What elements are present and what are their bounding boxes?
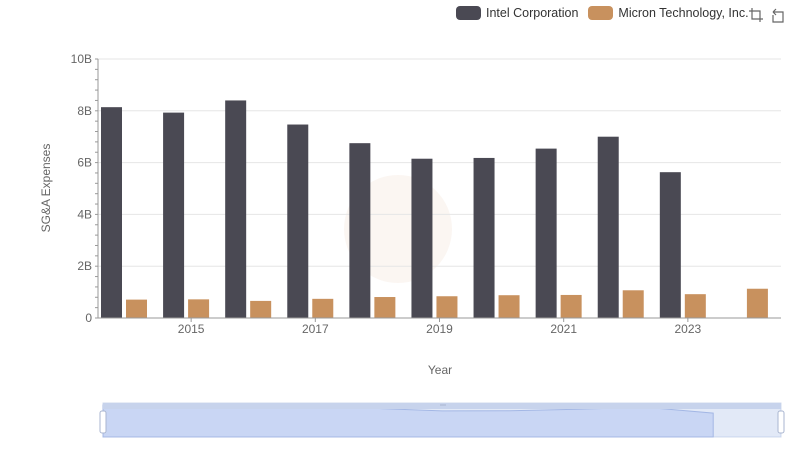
- legend: Intel Corporation Micron Technology, Inc…: [456, 4, 759, 22]
- y-tick-label: 4B: [77, 207, 92, 221]
- restore-icon[interactable]: [770, 7, 786, 23]
- bar-intel: [473, 157, 495, 318]
- bar-intel: [225, 100, 247, 318]
- bar-micron: [622, 290, 644, 318]
- legend-swatch-micron: [588, 6, 614, 20]
- bar-intel: [101, 107, 122, 318]
- bar-micron: [188, 299, 210, 318]
- x-tick-label: 2015: [178, 322, 205, 336]
- bar-micron: [312, 298, 334, 318]
- bar-micron: [684, 294, 706, 318]
- y-tick-label: 8B: [77, 104, 92, 118]
- legend-item-micron[interactable]: Micron Technology, Inc.: [588, 6, 749, 20]
- legend-item-intel[interactable]: Intel Corporation: [456, 6, 578, 20]
- bar-micron: [436, 296, 458, 318]
- datazoom-handle-left: [99, 410, 107, 434]
- x-axis-label: Year: [428, 363, 452, 377]
- legend-label-micron: Micron Technology, Inc.: [618, 6, 749, 20]
- x-tick-label: 2021: [550, 322, 577, 336]
- datazoom-top-bar: [103, 403, 781, 409]
- axes: 0 2B 4B 6B 8B 10B 2015 2017 2019 2021 2023: [71, 52, 781, 336]
- datazoom-selection: [103, 403, 781, 437]
- toolbox: [748, 7, 792, 23]
- bar-micron: [250, 300, 272, 318]
- bar-intel: [287, 124, 309, 318]
- bar-micron: [746, 288, 768, 318]
- bar-intel: [597, 136, 619, 318]
- bar-intel: [163, 112, 185, 318]
- x-tick-label: 2019: [426, 322, 453, 336]
- bar-micron: [374, 297, 396, 318]
- y-tick-label: 6B: [77, 156, 92, 170]
- bar-micron: [498, 295, 520, 318]
- legend-swatch-intel: [456, 6, 481, 20]
- y-tick-label: 0: [85, 311, 92, 325]
- y-tick-label: 2B: [77, 259, 92, 273]
- bar-intel: [535, 148, 557, 318]
- datazoom-handle-right: [777, 410, 785, 434]
- bar-micron: [560, 294, 582, 318]
- x-tick-label: 2023: [675, 322, 702, 336]
- legend-label-intel: Intel Corporation: [486, 6, 579, 20]
- y-tick-label: 10B: [71, 52, 92, 66]
- bar-intel: [349, 143, 371, 318]
- datazoom-slider[interactable]: [99, 402, 785, 438]
- bar-intel: [659, 172, 681, 318]
- x-tick-label: 2017: [302, 322, 329, 336]
- bars: [101, 100, 768, 318]
- bar-micron: [126, 299, 147, 318]
- bar-intel: [411, 158, 433, 318]
- y-axis-label: SG&A Expenses: [39, 144, 53, 233]
- zoom-icon[interactable]: [748, 7, 764, 23]
